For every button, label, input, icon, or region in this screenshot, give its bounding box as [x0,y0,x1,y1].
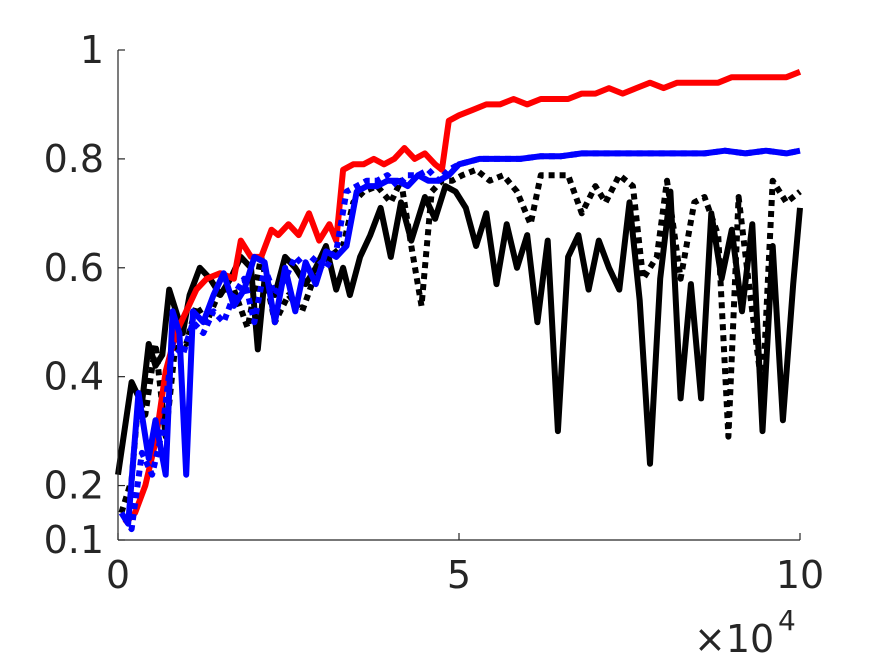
y-tick-label: 0.2 [44,464,104,508]
x-tick-label: 0 [106,553,130,597]
x-exponent-label: ×10 4 [694,604,796,661]
tick-layer: 0 5 10 0.1 0.2 0.4 0.6 0.8 1 [44,28,825,597]
series-layer [115,69,803,533]
series-line-4 [118,147,801,527]
y-tick-label: 0.4 [44,355,104,399]
x-tick-label: 5 [447,553,471,597]
series-line-1 [118,166,802,514]
x-exponent-base: ×10 [694,617,774,661]
series-line-0 [115,183,803,476]
y-tick-label: 0.6 [44,246,104,290]
series-line-2 [122,69,802,526]
y-tick-label: 0.1 [44,518,104,562]
series-line-3 [122,147,801,533]
y-tick-label: 1 [80,28,104,72]
x-exponent-power: 4 [778,604,796,637]
x-tick-label: 10 [776,553,824,597]
y-tick-label: 0.8 [44,137,104,181]
